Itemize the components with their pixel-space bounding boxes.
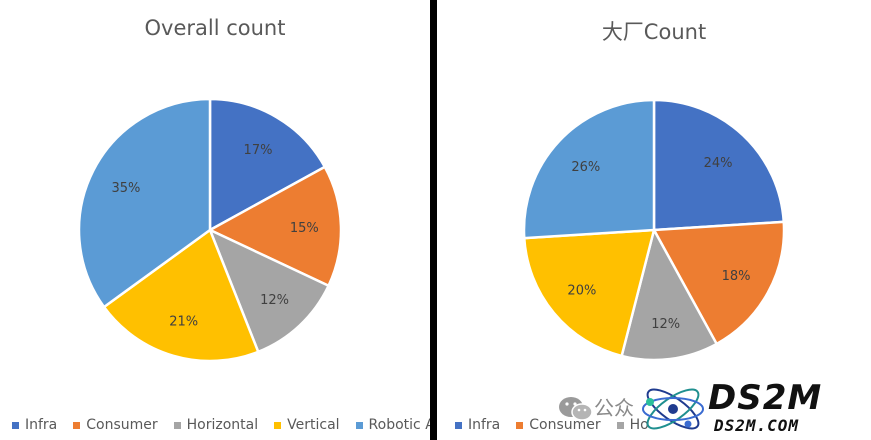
pie-data-label-consumer: 15% <box>290 221 319 236</box>
legend-label: Infra <box>468 417 501 433</box>
pie-slice-consumer <box>651 220 786 346</box>
pie-slice-infra <box>652 98 786 232</box>
legend-label: Consumer <box>529 417 601 433</box>
legend-swatch <box>616 421 624 429</box>
legend-swatch <box>516 421 524 429</box>
legend: Infra Consumer Ho <box>455 417 649 433</box>
pie-slice-robotic-ai <box>77 97 212 309</box>
pie-data-label-infra: 17% <box>244 143 273 158</box>
chart-title: Overall count <box>144 16 286 40</box>
pie-slice-horizontal <box>207 227 331 354</box>
panel-divider <box>430 0 437 440</box>
pie-slice-consumer <box>207 165 343 288</box>
chart-panel-overall: Overall count 17% 15% 12% 21% 35% Infra Cons… <box>0 0 439 440</box>
legend-label: Ho <box>629 417 649 433</box>
pie-slice-horizontal <box>620 226 719 362</box>
watermark: 公众 DS2M DS2M.COM <box>556 378 871 440</box>
legend-item-horizontal: Horizontal <box>173 417 259 433</box>
pie-data-label-horizontal: 12% <box>260 293 289 308</box>
wechat-icon <box>559 397 593 421</box>
legend-item-consumer: Consumer <box>516 417 601 433</box>
legend-item-horizontal: Ho <box>616 417 649 433</box>
pie-slice-vertical <box>102 228 260 363</box>
watermark-url: DS2M.COM <box>714 416 800 435</box>
pie-chart-big-company: 24% 18% 12% 20% 26% <box>522 98 786 362</box>
legend: Infra Consumer Horizontal Vertical Robot… <box>12 417 439 433</box>
legend-item-vertical: Vertical <box>274 417 340 433</box>
pie-chart-overall: 17% 15% 12% 21% 35% <box>77 97 343 363</box>
legend-swatch <box>274 421 282 429</box>
pie-data-label-infra: 24% <box>704 156 733 171</box>
pie-data-label-consumer: 18% <box>722 269 751 284</box>
legend-label: Consumer <box>86 417 158 433</box>
chart-panel-big-company: 大厂Count 24% 18% 12% 20% 26% Infra Consumer H… <box>437 0 871 440</box>
legend-label: Infra <box>25 417 58 433</box>
legend-item-infra: Infra <box>455 417 500 433</box>
pie-data-label-vertical: 20% <box>567 284 596 299</box>
legend-item-consumer: Consumer <box>73 417 158 433</box>
legend-label: Vertical <box>287 417 340 433</box>
watermark-wechat-text: 公众 <box>594 396 634 420</box>
legend-label: Robotic AI <box>368 417 439 433</box>
legend-item-robotic-ai: Robotic AI <box>355 417 439 433</box>
legend-label: Horizontal <box>186 417 259 433</box>
ds2m-logo-icon <box>642 388 704 430</box>
pie-slice-vertical <box>522 228 656 358</box>
pie-data-label-vertical: 21% <box>169 315 198 330</box>
legend-swatch <box>455 421 462 429</box>
legend-swatch <box>73 421 81 429</box>
pie-data-label-horizontal: 12% <box>651 317 680 332</box>
watermark-brand: DS2M <box>708 378 823 418</box>
pie-data-label-robotic-ai: 35% <box>112 181 141 196</box>
legend-swatch <box>173 421 181 429</box>
pie-slice-robotic-ai <box>522 98 656 240</box>
legend-swatch <box>12 421 19 429</box>
pie-slice-infra <box>208 97 327 233</box>
pie-data-label-robotic-ai: 26% <box>571 160 600 175</box>
legend-item-infra: Infra <box>12 417 57 433</box>
chart-title: 大厂Count <box>601 20 707 44</box>
legend-swatch <box>355 421 363 429</box>
